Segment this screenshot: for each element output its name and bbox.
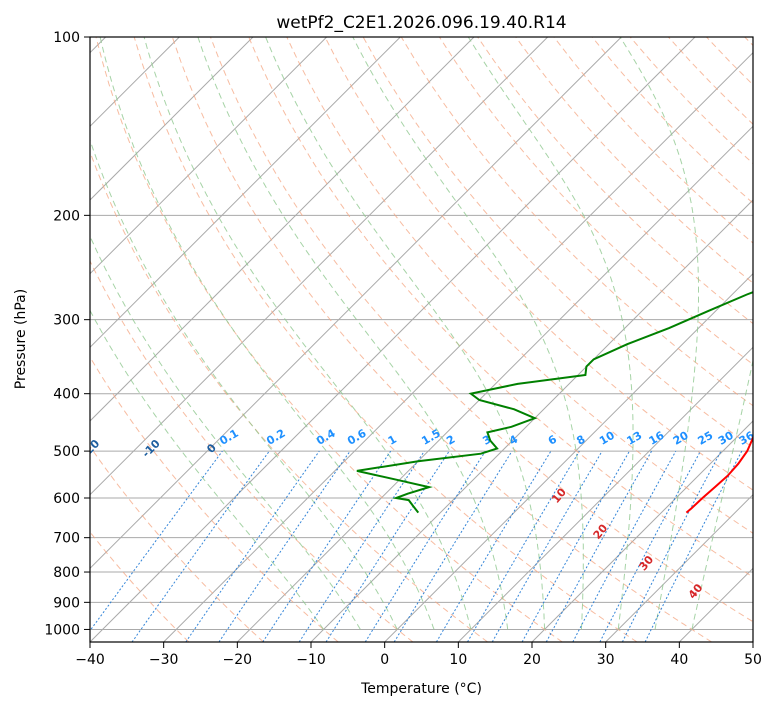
- moist-adiabat-line: [99, 37, 435, 630]
- isotherm-line: [531, 420, 753, 642]
- moist-adiabat-line: [265, 37, 546, 630]
- dewpoint-profile-line: [356, 291, 753, 514]
- isotherm-line: [163, 51, 753, 642]
- dry-adiabat-line: [515, 37, 753, 284]
- dry-adiabat-line: [171, 37, 712, 642]
- y-tick-label: 500: [53, 444, 80, 460]
- y-tick-label: 900: [53, 595, 80, 611]
- dry-adiabat-line: [95, 37, 563, 642]
- temperature-profile-line: [685, 434, 753, 514]
- moist-adiabat-line: [619, 37, 699, 630]
- dry-adiabat-line: [133, 37, 638, 642]
- moist-adiabat-line: [90, 138, 398, 630]
- dry-adiabat-line: [90, 259, 414, 642]
- isotherm-line: [90, 37, 475, 422]
- mixing-ratio-line: [90, 450, 223, 632]
- y-tick-label: 600: [53, 491, 80, 507]
- mixing-ratio-line: [621, 450, 722, 642]
- mixing-ratio-line: [262, 450, 392, 642]
- mixing-ratio-line: [545, 450, 653, 642]
- moist-adiabat-line: [352, 37, 584, 630]
- mixing-ratio-label: 36: [737, 429, 757, 448]
- y-tick-label: 200: [53, 208, 80, 224]
- moist-adiabat-line: [90, 309, 325, 630]
- x-tick-label: 10: [449, 652, 467, 668]
- isotherm-line: [90, 37, 254, 201]
- isotherm-line: [457, 346, 753, 642]
- isotherm-line: [90, 37, 401, 349]
- x-tick-label: −40: [75, 652, 105, 668]
- dry-adiabat-line: [210, 37, 753, 623]
- x-tick-label: −10: [296, 652, 326, 668]
- y-tick-label: 1000: [44, 622, 80, 638]
- mixing-ratio-line: [325, 450, 450, 642]
- mixing-ratio-line: [298, 450, 425, 642]
- y-axis: 1000 900 800 700 600 500 400 300 200 100: [44, 30, 90, 638]
- x-tick-label: 50: [744, 652, 762, 668]
- moist-adiabat-line: [90, 235, 361, 630]
- dry-adiabat-line: [90, 356, 339, 642]
- isotherm-line: [90, 37, 549, 496]
- chart-title: wetPf2_C2E1.2026.096.19.40.R14: [276, 13, 566, 33]
- dry-adiabat-line: [324, 37, 753, 491]
- y-tick-label: 800: [53, 565, 80, 581]
- moist-adiabat-line: [143, 37, 472, 630]
- plot-frame: [89, 36, 754, 643]
- moist-adiabat-line: [691, 358, 753, 630]
- dry-adiabat-line: [90, 445, 264, 642]
- isotherm-line: [384, 272, 753, 642]
- mixing-ratio-line: [491, 450, 603, 642]
- mixing-ratio-line: [393, 450, 513, 642]
- x-tick-label: 20: [523, 652, 541, 668]
- x-tick-label: 0: [380, 652, 389, 668]
- x-tick-label: −30: [149, 652, 179, 668]
- mixing-ratio-line: [572, 450, 677, 642]
- y-axis-label: Pressure (hPa): [13, 289, 29, 389]
- mixing-ratio-line: [131, 450, 270, 642]
- moist-adiabat-line: [197, 37, 509, 630]
- mixing-ratio-line: [218, 450, 351, 642]
- y-tick-label: 700: [53, 531, 80, 547]
- y-tick-label: 300: [53, 313, 80, 329]
- dry-adiabat-line: [286, 37, 753, 534]
- x-axis-label: Temperature (°C): [360, 681, 482, 697]
- dry-adiabat-line: [248, 37, 753, 578]
- isotherm-line: [90, 37, 696, 642]
- isotherm-line: [90, 37, 328, 275]
- isotherm-line: [90, 37, 622, 570]
- plot-area: 0.10.20.40.611.52346810131620253036-100-…: [90, 37, 757, 642]
- y-tick-label: 100: [53, 30, 80, 46]
- moist-adiabat-line: [467, 37, 634, 630]
- isotherm-line: [236, 125, 753, 642]
- mixing-ratio-line: [644, 450, 743, 642]
- x-tick-label: −20: [223, 652, 253, 668]
- x-tick-label: 40: [670, 652, 688, 668]
- isotherm-line: [605, 493, 753, 642]
- mixing-ratio-line: [521, 450, 630, 642]
- mixing-ratio-line: [185, 450, 320, 642]
- x-tick-label: 30: [597, 652, 615, 668]
- y-tick-label: 400: [53, 387, 80, 403]
- x-axis: −40 −30 −20 −10 0 10 20 30 40 50: [75, 642, 762, 668]
